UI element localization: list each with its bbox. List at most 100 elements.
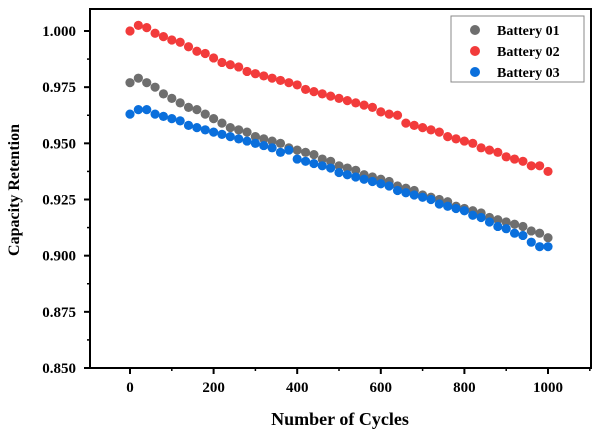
data-point-battery-01 [225,123,235,133]
data-point-battery-01 [351,165,361,175]
data-point-battery-02 [351,98,361,108]
y-tick-label: 0.875 [42,305,76,321]
data-point-battery-03 [526,237,536,247]
data-point-battery-02 [326,91,336,101]
x-tick-label: 600 [370,380,393,396]
data-point-battery-02 [535,161,545,171]
data-point-battery-03 [434,199,444,209]
data-point-battery-02 [242,66,252,77]
data-point-battery-02 [133,20,143,30]
data-point-battery-01 [526,226,536,236]
data-point-battery-03 [267,143,277,153]
data-point-battery-01 [234,125,244,135]
data-point-battery-03 [158,111,169,121]
data-point-battery-03 [518,230,528,241]
legend-marker-battery-02 [470,46,480,56]
legend-label-battery-03: Battery 03 [497,66,560,81]
legend-marker-battery-01 [470,25,480,35]
data-point-battery-02 [426,125,436,135]
data-point-battery-03 [501,224,511,234]
data-point-battery-03 [451,203,461,214]
data-point-battery-01 [334,161,344,171]
data-point-battery-03 [192,123,202,133]
data-point-battery-01 [317,154,327,164]
data-point-battery-01 [192,105,202,115]
x-tick-label: 200 [202,380,225,396]
data-point-battery-03 [292,154,302,164]
y-tick-label: 0.950 [42,136,76,152]
data-point-battery-01 [167,93,177,103]
data-point-battery-02 [392,110,403,120]
data-point-battery-03 [317,161,327,171]
y-axis-label: Capacity Retention [6,124,23,256]
data-point-battery-01 [217,118,227,128]
data-point-battery-02 [443,131,453,142]
data-point-battery-03 [351,172,361,182]
y-tick-label: 0.900 [42,249,76,265]
legend-label-battery-01: Battery 01 [497,24,560,39]
data-point-battery-01 [292,145,302,155]
data-point-battery-03 [367,176,378,187]
data-point-battery-01 [543,233,553,243]
data-point-battery-01 [259,134,269,144]
data-point-battery-03 [543,242,553,252]
data-point-battery-03 [300,156,311,166]
data-point-battery-02 [501,152,511,162]
data-point-battery-01 [326,156,336,166]
data-point-battery-03 [250,138,260,148]
data-point-battery-01 [133,73,143,83]
data-point-battery-03 [284,145,294,155]
x-tick-label: 0 [126,380,134,396]
data-point-battery-02 [292,80,302,90]
y-tick-label: 0.925 [42,193,76,209]
data-point-battery-02 [384,109,394,119]
data-point-battery-03 [334,167,344,178]
data-point-battery-03 [167,114,177,124]
data-point-battery-03 [468,210,478,220]
data-point-battery-02 [451,134,461,144]
data-point-battery-03 [326,163,336,173]
data-point-battery-02 [259,71,269,81]
data-point-battery-02 [526,161,536,171]
data-point-battery-02 [167,35,177,45]
data-point-battery-03 [209,127,219,137]
data-point-battery-02 [234,62,244,72]
data-point-battery-03 [275,147,286,157]
data-point-battery-03 [509,228,520,238]
data-point-battery-03 [225,131,235,142]
data-point-battery-03 [401,188,411,198]
data-point-battery-02 [484,145,495,155]
data-point-battery-02 [434,127,444,137]
data-point-battery-03 [418,192,428,202]
data-point-battery-02 [125,26,135,36]
data-point-battery-03 [342,170,352,180]
data-point-battery-01 [125,78,135,88]
data-point-battery-02 [183,42,194,52]
data-point-battery-02 [359,100,369,110]
data-point-battery-02 [468,138,478,148]
data-point-battery-01 [242,127,252,137]
data-point-battery-02 [209,53,219,63]
data-point-battery-03 [359,174,369,184]
data-point-battery-03 [133,105,143,115]
data-point-battery-02 [409,120,419,130]
data-point-battery-02 [367,102,378,112]
data-point-battery-01 [275,138,286,148]
data-point-battery-03 [376,179,386,189]
data-point-battery-03 [409,190,419,200]
x-tick-label: 1000 [533,380,563,396]
data-point-battery-02 [342,96,352,106]
legend-label-battery-02: Battery 02 [497,45,560,60]
data-point-battery-02 [225,60,235,70]
data-point-battery-03 [175,116,185,126]
data-point-battery-02 [192,46,202,56]
data-point-battery-03 [142,105,152,115]
data-point-battery-01 [142,78,152,88]
x-axis-label: Number of Cycles [271,409,409,429]
plot-frame [89,8,592,369]
data-point-battery-01 [309,149,319,160]
data-point-battery-02 [284,78,294,88]
data-point-battery-02 [309,87,319,97]
legend-marker-battery-03 [470,67,480,77]
